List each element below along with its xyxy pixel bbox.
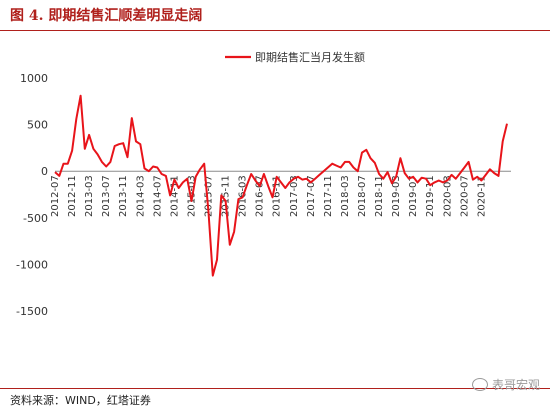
x-tick-label: 2017-03 — [289, 175, 300, 217]
x-tick-label: 2017-07 — [306, 175, 317, 217]
y-tick-label: -1500 — [16, 305, 48, 318]
x-tick-label: 2018-03 — [340, 175, 351, 217]
x-tick-label: 2016-11 — [272, 175, 283, 217]
y-tick-label: 0 — [41, 165, 48, 178]
title-divider — [0, 30, 550, 31]
y-tick-label: -1000 — [16, 258, 48, 271]
x-tick-label: 2019-03 — [391, 175, 402, 217]
source-note: 资料来源：WIND，红塔证券 — [10, 394, 151, 407]
x-tick-label: 2018-07 — [357, 175, 368, 217]
x-tick-label: 2013-03 — [84, 175, 95, 217]
x-tick-label: 2016-07 — [255, 175, 266, 217]
x-tick-label: 2019-07 — [408, 175, 419, 217]
x-tick-label: 2013-07 — [101, 175, 112, 217]
source-divider — [0, 388, 550, 389]
wechat-icon — [471, 378, 488, 391]
watermark-text: 表哥宏观 — [491, 378, 540, 392]
x-tick-label: 2017-11 — [323, 175, 334, 217]
x-tick-label: 2014-11 — [169, 175, 180, 217]
x-tick-label: 2012-07 — [50, 175, 61, 217]
x-tick-label: 2015-07 — [204, 175, 215, 217]
watermark: 表哥宏观 — [471, 376, 540, 393]
y-tick-label: -500 — [23, 212, 48, 225]
x-tick-label: 2014-03 — [135, 175, 146, 217]
y-tick-label: 500 — [27, 119, 48, 132]
x-tick-label: 2020-07 — [459, 175, 470, 217]
x-tick-label: 2012-11 — [67, 175, 78, 217]
x-tick-label: 2020-03 — [442, 175, 453, 217]
x-tick-label: 2014-07 — [152, 175, 163, 217]
x-tick-label: 2015-11 — [221, 175, 232, 217]
chart: 1000 500 0 -500 -1000 -1500 2012-07 2012-11 2013… — [16, 50, 511, 318]
x-tick-label: 2020-11 — [476, 175, 487, 217]
x-tick-label: 2018-11 — [374, 175, 385, 217]
x-tick-label: 2019-11 — [425, 175, 436, 217]
legend-label: 即期结售汇当月发生额 — [255, 50, 365, 64]
figure-title: 图 4. 即期结售汇顺差明显走阔 — [10, 8, 203, 24]
y-tick-label: 1000 — [20, 72, 48, 85]
x-tick-label: 2013-11 — [118, 175, 129, 217]
